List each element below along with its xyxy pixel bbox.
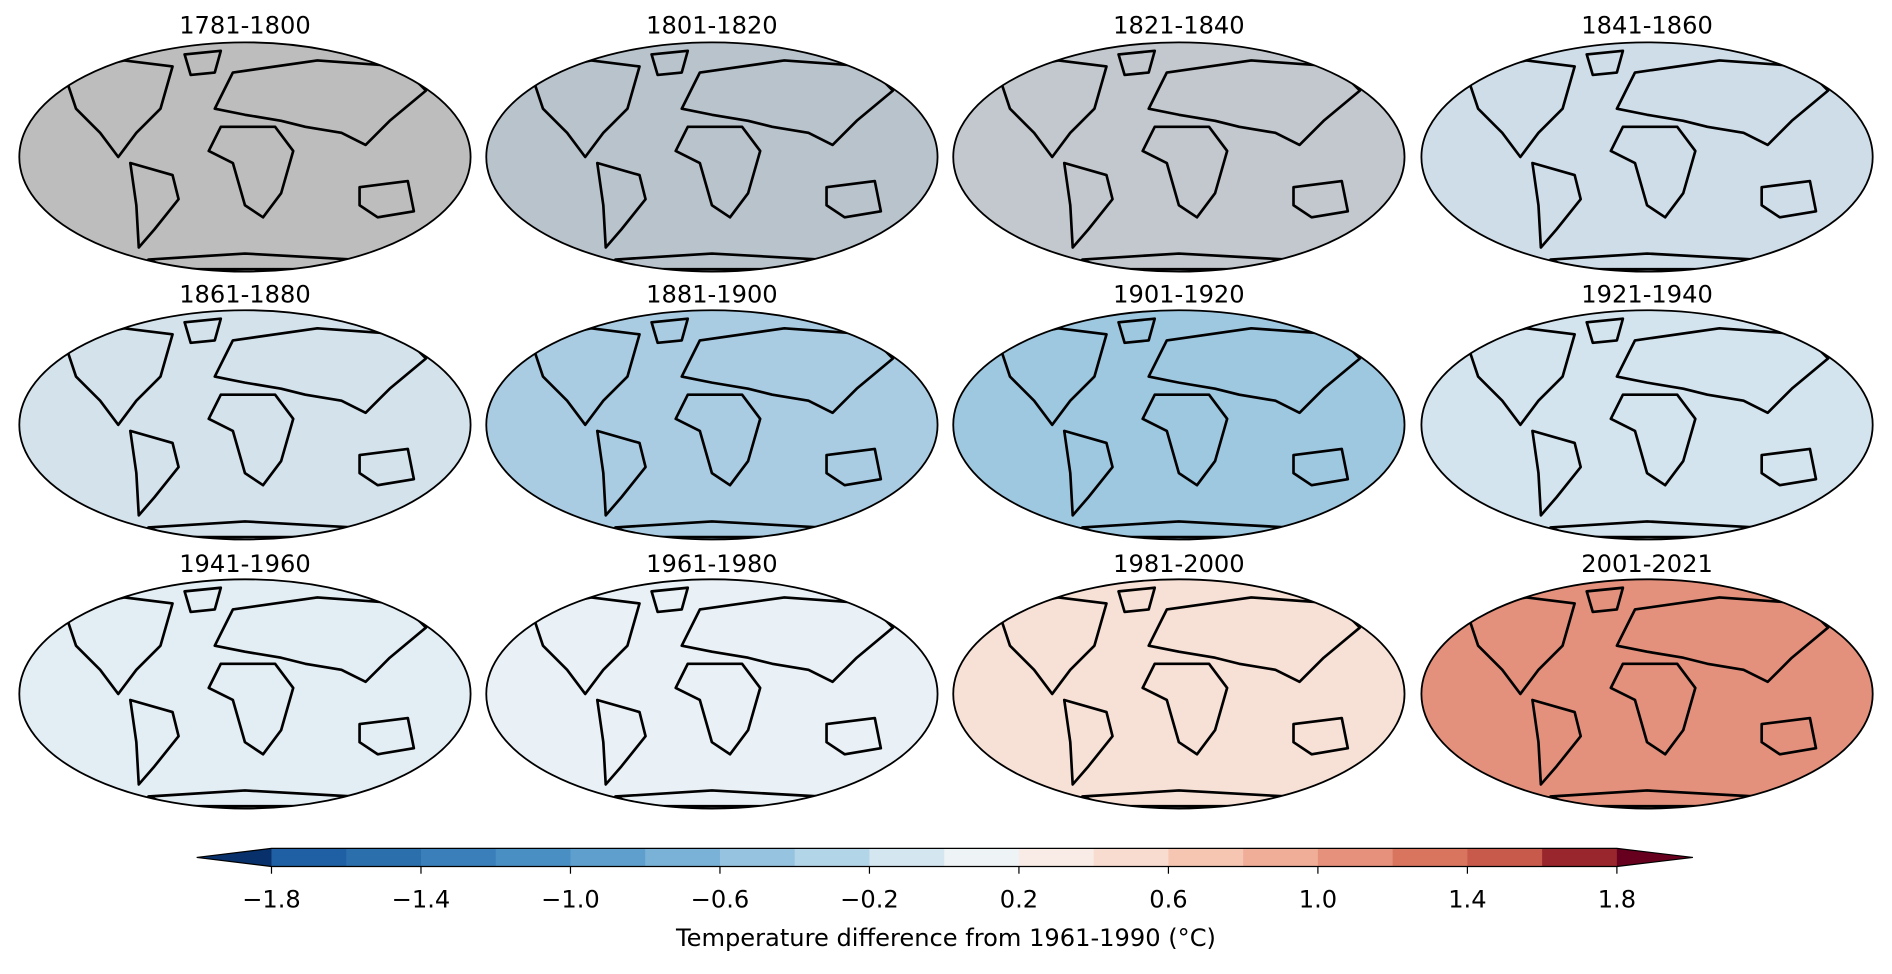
- map-background: [19, 579, 471, 809]
- map-border: [18, 41, 472, 273]
- panel-title: 1821-1840: [1113, 12, 1245, 40]
- map-border: [485, 578, 939, 810]
- map-panel: [952, 41, 1406, 273]
- panel-title: 1901-1920: [1113, 281, 1245, 309]
- map-panel: [18, 309, 472, 541]
- colorbar-tick-label: −0.6: [691, 885, 750, 913]
- colorbar-segment: [869, 848, 945, 867]
- map-background: [19, 42, 471, 272]
- map-background: [1421, 42, 1873, 272]
- panel-title: 1801-1820: [646, 12, 778, 40]
- map-border: [952, 309, 1406, 541]
- colorbar-segment: [794, 848, 871, 867]
- map-background: [486, 579, 938, 809]
- colorbar-tick-label: 1.4: [1448, 885, 1486, 913]
- colorbar-segment: [570, 848, 646, 867]
- map-panel: [1420, 578, 1874, 810]
- colorbar-tick-label: −1.4: [392, 885, 451, 913]
- colorbar-segment: [1093, 848, 1170, 867]
- map-panel: [485, 578, 939, 810]
- map-panel: [485, 41, 939, 273]
- colorbar-segment: [1243, 848, 1319, 867]
- colorbar-tick-label: 1.0: [1299, 885, 1337, 913]
- colorbar-segment: [645, 848, 721, 867]
- panel-title: 1981-2000: [1113, 550, 1245, 578]
- map-border: [952, 41, 1406, 273]
- panel-title: 1881-1900: [646, 281, 778, 309]
- colorbar-segment: [346, 848, 422, 867]
- colorbar-tick-label: −0.2: [840, 885, 899, 913]
- panel-title: 1941-1960: [179, 550, 310, 578]
- map-background: [953, 310, 1405, 540]
- colorbar-segment: [495, 848, 572, 867]
- colorbar-segment: [271, 848, 347, 867]
- colorbar-tick-label: 0.6: [1149, 885, 1187, 913]
- map-panel: [1420, 41, 1874, 273]
- map-panel: [1420, 309, 1874, 541]
- map-border: [1420, 309, 1874, 541]
- map-border: [18, 578, 472, 810]
- panel-title: 1841-1860: [1581, 12, 1713, 40]
- colorbar-extend-low: [196, 848, 272, 867]
- map-border: [18, 309, 472, 541]
- colorbar-tick-label: 1.8: [1598, 885, 1636, 913]
- map-panel: [18, 41, 472, 273]
- map-background: [1421, 310, 1873, 540]
- map-background: [19, 310, 471, 540]
- colorbar-segment: [1168, 848, 1244, 867]
- colorbar-segment: [1467, 848, 1543, 867]
- colorbar-segment: [420, 848, 497, 867]
- colorbar-label: Temperature difference from 1961-1990 (°…: [675, 924, 1216, 952]
- map-panel: [952, 578, 1406, 810]
- panel-title: 1781-1800: [179, 12, 310, 40]
- map-border: [485, 309, 939, 541]
- map-panel: [18, 578, 472, 810]
- colorbar-segment: [1542, 848, 1618, 867]
- colorbar-extend-high: [1616, 848, 1693, 867]
- map-border: [952, 578, 1406, 810]
- panel-title: 1961-1980: [646, 550, 778, 578]
- map-border: [1420, 41, 1874, 273]
- map-background: [953, 579, 1405, 809]
- panel-title: 1921-1940: [1581, 281, 1713, 309]
- colorbar-segment: [1018, 848, 1095, 867]
- map-background: [953, 42, 1405, 272]
- colorbar-tick-label: −1.0: [541, 885, 600, 913]
- panel-title: 2001-2021: [1581, 550, 1713, 578]
- map-panel: [952, 309, 1406, 541]
- colorbar-segment: [944, 848, 1020, 867]
- colorbar-tick-label: −1.8: [242, 885, 301, 913]
- map-background: [486, 310, 938, 540]
- colorbar-segment: [1317, 848, 1394, 867]
- colorbar-segment: [1392, 848, 1469, 867]
- map-border: [485, 41, 939, 273]
- map-background: [486, 42, 938, 272]
- map-background: [1421, 579, 1873, 809]
- colorbar-segment: [719, 848, 796, 867]
- map-border: [1420, 578, 1874, 810]
- colorbar-tick-label: 0.2: [1000, 885, 1038, 913]
- panel-title: 1861-1880: [179, 281, 310, 309]
- map-panel: [485, 309, 939, 541]
